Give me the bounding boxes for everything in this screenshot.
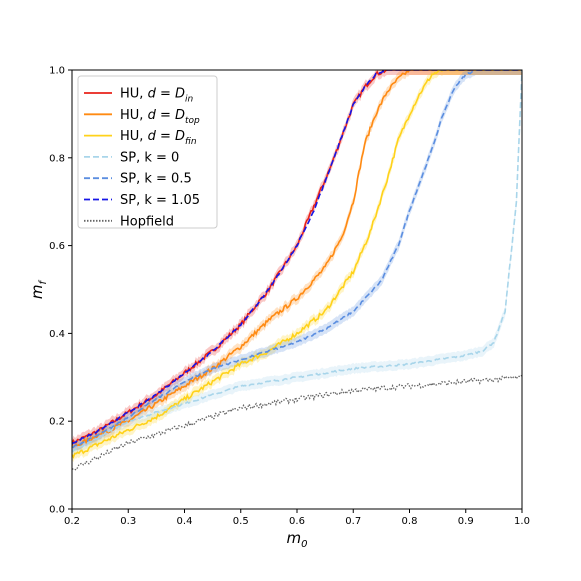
- x-tick-label: 0.4: [177, 516, 193, 527]
- x-tick-label: 0.5: [233, 516, 249, 527]
- x-tick-label: 0.9: [458, 516, 474, 527]
- x-tick-label: 0.2: [64, 516, 80, 527]
- y-tick-label: 1.0: [49, 66, 65, 77]
- y-tick-label: 0.0: [49, 505, 65, 516]
- line-series-5: [72, 70, 522, 445]
- y-axis: 0.0 0.2 0.4 0.6 0.8 1.0: [49, 66, 72, 516]
- legend-box: [77, 75, 218, 229]
- legend-label-4: SP, k = 0.5: [120, 172, 192, 187]
- x-axis-label: m0: [287, 529, 308, 550]
- line-series-4: [72, 70, 522, 448]
- band-series-3: [72, 70, 522, 458]
- series-lines: [72, 70, 522, 471]
- legend-label-3: SP, k = 0: [120, 150, 179, 165]
- y-tick-label: 0.8: [49, 153, 65, 164]
- legend-label-0: HU, d = Din: [120, 87, 194, 105]
- y-tick-label: 0.6: [49, 241, 65, 252]
- x-tick-label: 0.3: [120, 516, 136, 527]
- x-axis: 0.2 0.3 0.4 0.5 0.6 0.7 0.8 0.9 1.0: [64, 509, 530, 527]
- legend-label-2: HU, d = Dfin: [120, 129, 197, 147]
- x-tick-label: 0.7: [345, 516, 361, 527]
- x-tick-label: 1.0: [514, 516, 530, 527]
- legend-label-6: Hopfield: [120, 214, 174, 229]
- legend-label-5: SP, k = 1.05: [120, 193, 200, 208]
- uncertainty-bands: [72, 70, 522, 463]
- y-tick-label: 0.2: [49, 417, 65, 428]
- line-series-6: [72, 374, 522, 471]
- line-series-3: [72, 70, 522, 453]
- line-series-1: [72, 70, 522, 449]
- y-tick-label: 0.4: [49, 329, 65, 340]
- legend-label-1: HU, d = Dtop: [120, 108, 200, 126]
- y-axis-label: mf: [28, 279, 49, 299]
- x-tick-label: 0.8: [402, 516, 418, 527]
- legend: HU, d = Din HU, d = Dtop HU, d = Dfin SP, k…: [77, 75, 218, 229]
- line-series-2: [72, 70, 522, 459]
- x-tick-label: 0.6: [289, 516, 305, 527]
